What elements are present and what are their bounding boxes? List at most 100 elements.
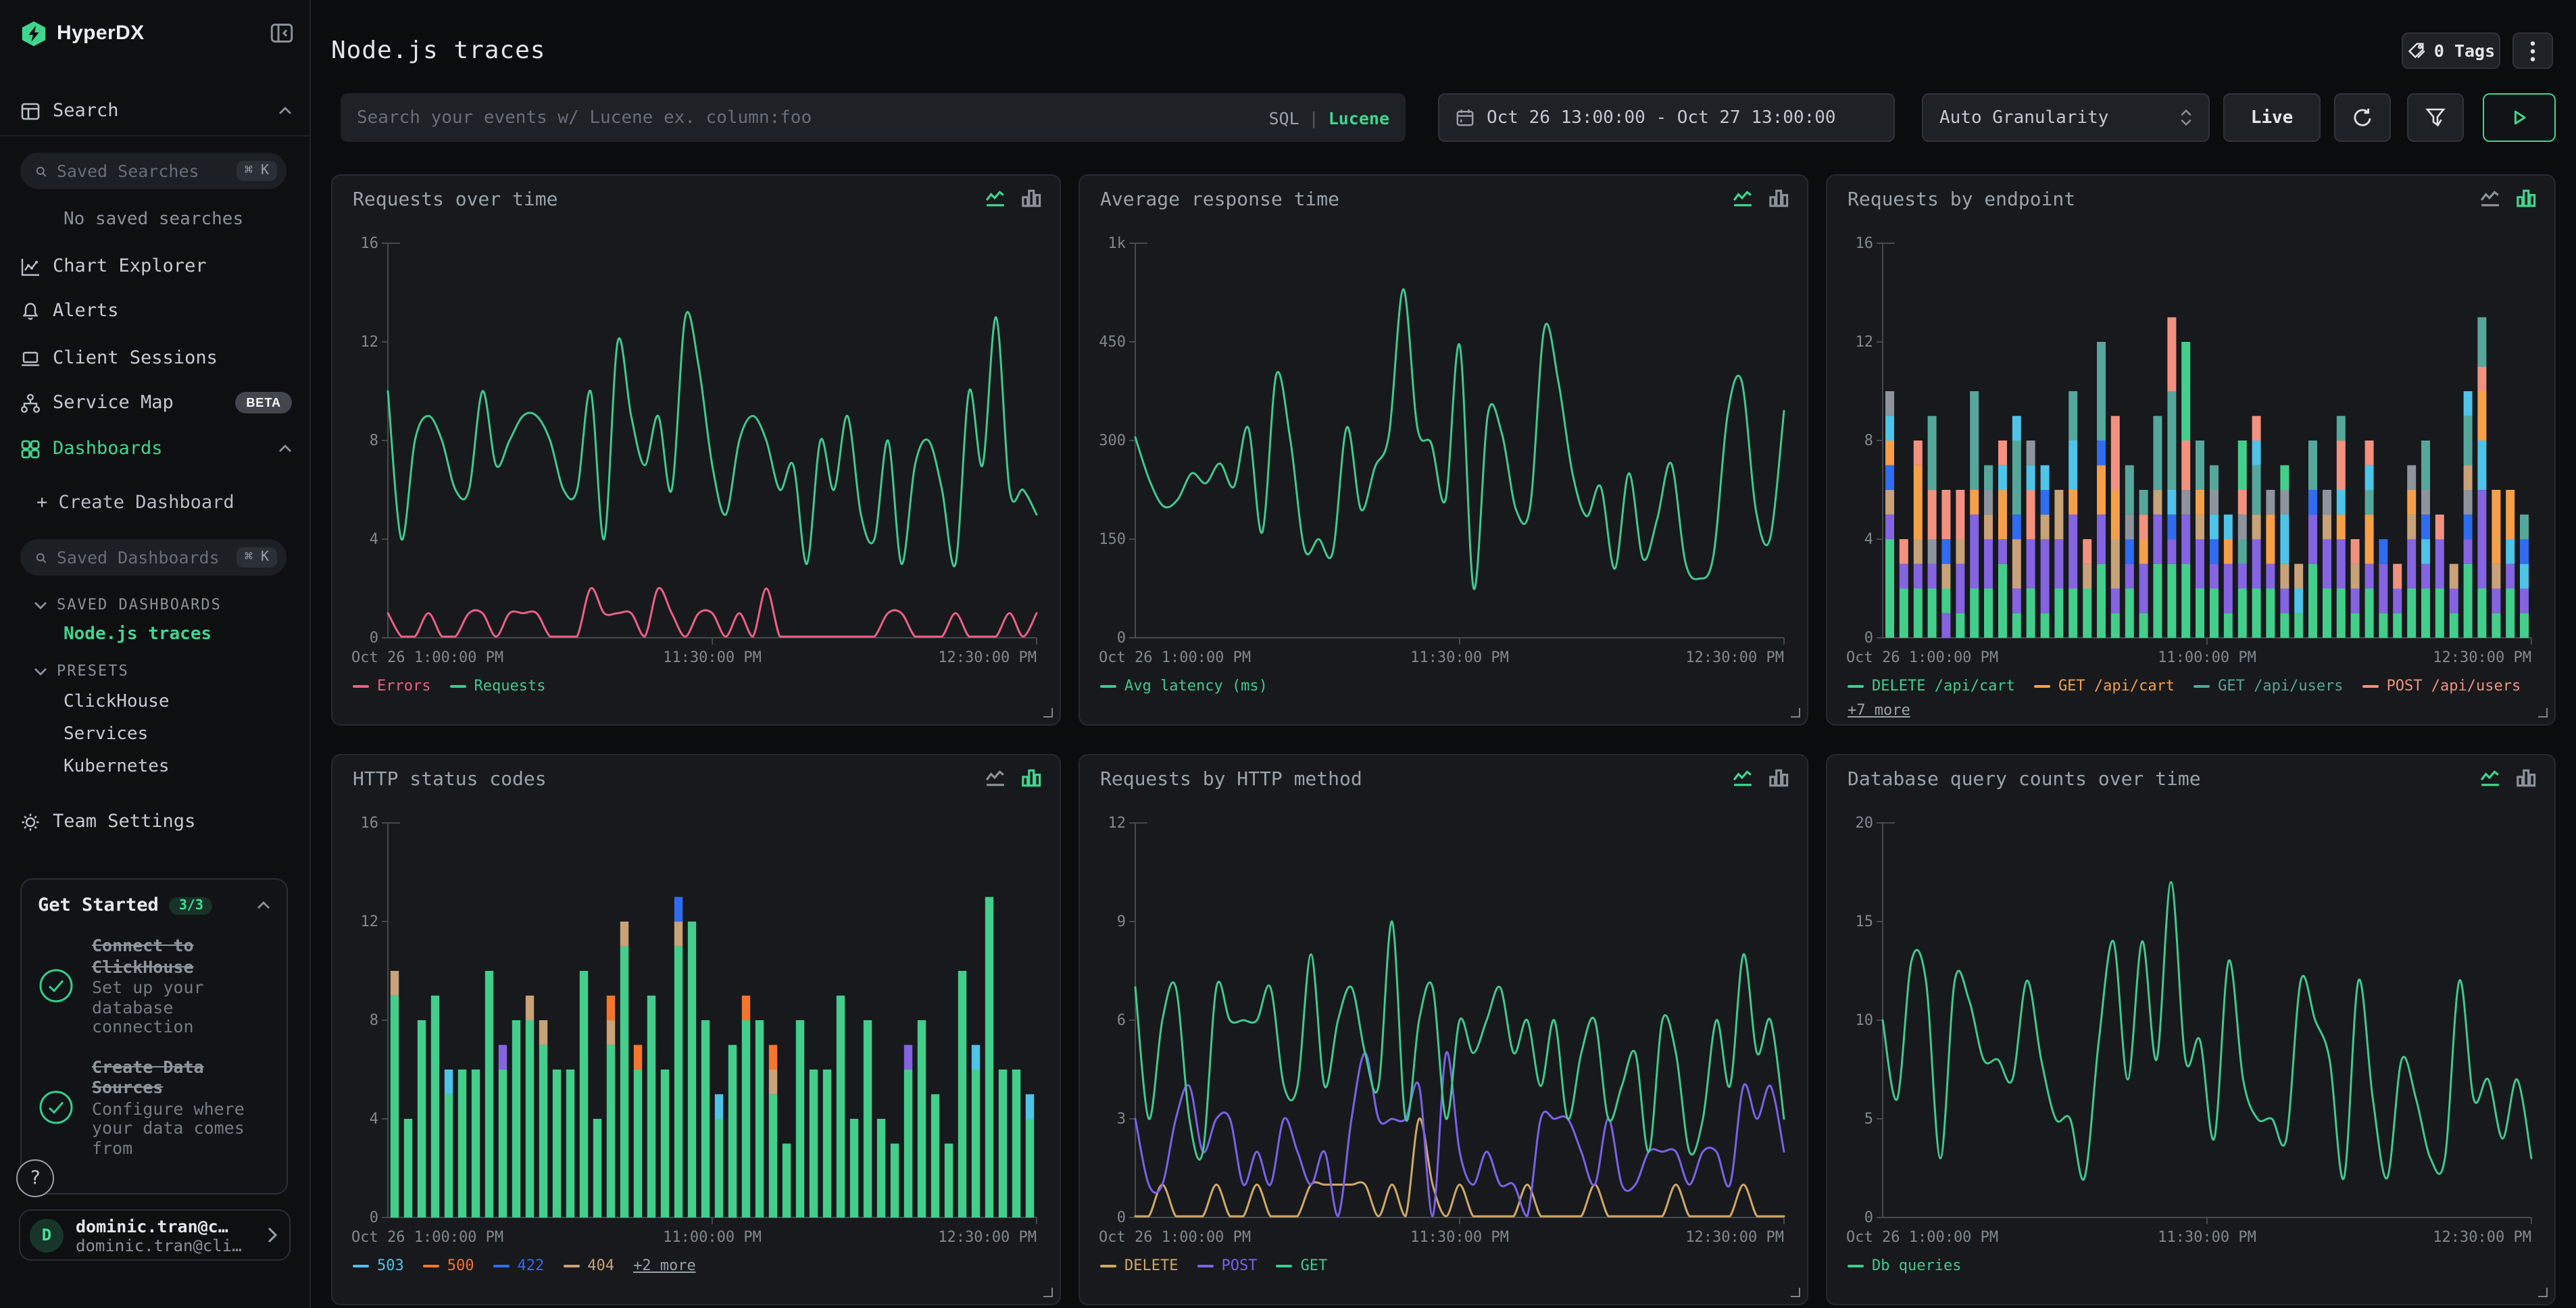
svg-text:4: 4 — [370, 531, 378, 548]
legend-more-link[interactable]: +7 more — [1848, 701, 1910, 720]
event-search-input[interactable] — [357, 107, 1268, 128]
bar-chart-toggle-icon[interactable] — [2515, 188, 2537, 208]
live-button[interactable]: Live — [2223, 93, 2321, 142]
svg-text:12: 12 — [361, 334, 379, 351]
sidebar-item-label: Dashboards — [53, 438, 163, 459]
svg-text:12:30:00 PM: 12:30:00 PM — [1685, 649, 1784, 666]
chart-panel-requests-by-http-method: Requests by HTTP method 036912Oct 26 1:0… — [1079, 754, 1808, 1305]
svg-text:4: 4 — [1864, 531, 1873, 548]
svg-text:8: 8 — [370, 1012, 378, 1029]
run-query-button[interactable] — [2483, 93, 2556, 142]
sidebar-item-clickhouse[interactable]: ClickHouse — [64, 692, 170, 712]
legend-swatch — [2362, 685, 2379, 688]
filter-button[interactable] — [2407, 93, 2464, 142]
sql-mode-toggle[interactable]: SQL — [1268, 107, 1299, 128]
legend-swatch — [1197, 1265, 1214, 1268]
panel-menu-button[interactable] — [2512, 32, 2553, 69]
legend-swatch — [353, 1265, 369, 1268]
bar-chart-toggle-icon[interactable] — [1768, 188, 1789, 208]
bar-chart-toggle-icon[interactable] — [1768, 768, 1789, 788]
svg-text:4: 4 — [370, 1111, 378, 1128]
sidebar-collapse-icon[interactable] — [270, 22, 293, 45]
svg-text:12:30:00 PM: 12:30:00 PM — [1685, 1229, 1784, 1246]
legend-item: 503 — [353, 1257, 404, 1276]
tags-button[interactable]: 0 Tags — [2402, 32, 2500, 69]
legend-swatch — [450, 685, 466, 688]
presets-section[interactable]: PRESETS — [34, 662, 129, 680]
bar-chart-toggle-icon[interactable] — [1020, 188, 1042, 208]
panel-view-toggles — [984, 188, 1042, 208]
sidebar-item-client-sessions[interactable]: Client Sessions — [0, 341, 309, 376]
chevron-right-icon — [268, 1227, 277, 1243]
sidebar-item-kubernetes[interactable]: Kubernetes — [64, 757, 170, 777]
play-icon — [2510, 108, 2529, 127]
sidebar-item-label: Search — [53, 100, 119, 122]
sidebar-item-nodejs-traces[interactable]: Node.js traces — [64, 624, 212, 645]
panel-resize-handle[interactable] — [1791, 1288, 1800, 1297]
chart-legend: DELETEPOSTGET — [1100, 1257, 1793, 1276]
refresh-button[interactable] — [2334, 93, 2391, 142]
legend-label: Errors — [377, 677, 431, 696]
line-chart-toggle-icon[interactable] — [984, 768, 1007, 788]
legend-label: 500 — [447, 1257, 474, 1276]
legend-item: GET — [1277, 1257, 1328, 1276]
bar-chart-toggle-icon[interactable] — [1020, 768, 1042, 788]
svg-text:Oct 26 1:00:00 PM: Oct 26 1:00:00 PM — [1846, 649, 1998, 666]
panel-resize-handle[interactable] — [2538, 708, 2548, 718]
legend-label: 503 — [377, 1257, 404, 1276]
bar-chart-toggle-icon[interactable] — [2515, 768, 2537, 788]
svg-text:20: 20 — [1856, 815, 1874, 832]
legend-more-link[interactable]: +2 more — [633, 1257, 696, 1276]
legend-label: DELETE — [1124, 1257, 1179, 1276]
chevron-down-icon — [2180, 119, 2192, 126]
line-chart-toggle-icon[interactable] — [2479, 768, 2502, 788]
chart-panel-requests-by-endpoint: Requests by endpoint 0481216Oct 26 1:00:… — [1826, 174, 2556, 726]
panel-view-toggles — [2479, 768, 2537, 788]
panel-view-toggles — [2479, 188, 2537, 208]
sidebar-item-search[interactable]: Search — [0, 93, 309, 128]
saved-dashboards-section[interactable]: SAVED DASHBOARDS — [34, 596, 222, 613]
panel-resize-handle[interactable] — [1043, 1288, 1053, 1297]
saved-dashboards-input[interactable] — [57, 547, 237, 568]
line-chart-toggle-icon[interactable] — [984, 188, 1007, 208]
svg-text:11:30:00 PM: 11:30:00 PM — [1410, 649, 1509, 666]
legend-item: 404 — [563, 1257, 614, 1276]
chevron-up-icon[interactable] — [257, 901, 270, 909]
granularity-select[interactable]: Auto Granularity — [1922, 93, 2210, 142]
sidebar-item-services[interactable]: Services — [64, 724, 148, 745]
line-chart-toggle-icon[interactable] — [1731, 768, 1754, 788]
saved-searches-input[interactable] — [57, 161, 237, 181]
panel-resize-handle[interactable] — [1791, 708, 1800, 718]
date-range-picker[interactable]: Oct 26 13:00:00 - Oct 27 13:00:00 — [1438, 93, 1895, 142]
check-circle-icon — [38, 968, 74, 1005]
legend-label: POST /api/users — [2387, 677, 2521, 696]
user-menu[interactable]: D dominic.tran@c… dominic.tran@cli… — [19, 1209, 291, 1261]
sidebar-item-dashboards[interactable]: Dashboards — [0, 431, 309, 466]
gear-icon — [20, 811, 41, 832]
panel-resize-handle[interactable] — [2538, 1288, 2548, 1297]
panel-title: Requests by HTTP method — [1100, 769, 1362, 790]
svg-text:16: 16 — [1856, 235, 1874, 252]
help-button[interactable]: ? — [16, 1159, 54, 1197]
svg-text:11:30:00 PM: 11:30:00 PM — [1410, 1229, 1509, 1246]
tag-icon — [2407, 41, 2426, 60]
sidebar-item-chart-explorer[interactable]: Chart Explorer — [0, 249, 309, 284]
panel-title: Average response time — [1100, 189, 1339, 211]
panel-resize-handle[interactable] — [1043, 708, 1053, 718]
sidebar-item-alerts[interactable]: Alerts — [0, 293, 309, 328]
sidebar-item-label: Service Map — [53, 392, 174, 413]
saved-searches-search: ⌘ K — [20, 153, 287, 189]
line-chart-toggle-icon[interactable] — [1731, 188, 1754, 208]
create-dashboard-button[interactable]: + Create Dashboard — [36, 492, 234, 513]
svg-text:12: 12 — [361, 913, 379, 930]
sidebar-item-service-map[interactable]: Service Map BETA — [0, 385, 309, 420]
svg-text:Oct 26 1:00:00 PM: Oct 26 1:00:00 PM — [1846, 1229, 1998, 1246]
chart-plot: 05101520Oct 26 1:00:00 PM11:30:00 PM12:3… — [1846, 804, 2538, 1255]
line-chart-toggle-icon[interactable] — [2479, 188, 2502, 208]
lucene-mode-toggle[interactable]: Lucene — [1329, 107, 1389, 128]
legend-item: Db queries — [1848, 1257, 1961, 1276]
get-started-item[interactable]: Create Data Sources Configure where your… — [38, 1056, 270, 1158]
panel-title: HTTP status codes — [353, 769, 547, 790]
sidebar-item-team-settings[interactable]: Team Settings — [0, 804, 309, 839]
get-started-item[interactable]: Connect to ClickHouse Set up your databa… — [38, 935, 270, 1037]
